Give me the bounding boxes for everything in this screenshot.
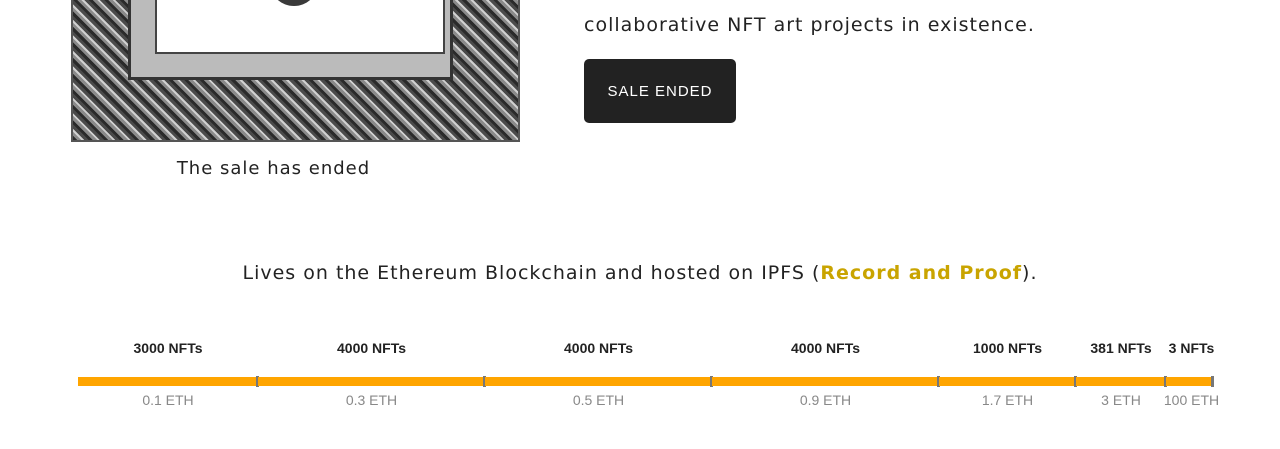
tier-nft-count: 4000 NFTs (564, 340, 633, 356)
tier-price: 0.1 ETH (142, 392, 194, 408)
tier-divider (483, 376, 486, 387)
tier-divider (1074, 376, 1077, 387)
tier-bar-segment (485, 377, 712, 386)
note-prefix: Lives on the Ethereum Blockchain and hos… (242, 262, 821, 284)
artwork-circle (270, 0, 318, 6)
tier-bar-segment (939, 377, 1076, 386)
tier-price: 1.7 ETH (981, 392, 1034, 408)
tier-price: 3 ETH (1101, 392, 1141, 408)
tier-bar-segment (712, 377, 939, 386)
tier-price: 100 ETH (1163, 392, 1220, 408)
tier-nft-count: 1000 NFTs (973, 340, 1042, 356)
tier-divider (256, 376, 259, 387)
tier-divider (710, 376, 713, 387)
description-text: collaborative NFT art projects in existe… (584, 14, 1035, 36)
tier-nft-count: 4000 NFTs (791, 340, 860, 356)
tier-nft-count: 3 NFTs (1168, 340, 1215, 356)
frame-artwork-image (71, 0, 520, 142)
tier-divider (1211, 376, 1214, 387)
tier-divider (1164, 376, 1167, 387)
tier-bar-segment (1076, 377, 1166, 386)
tier-nft-count: 4000 NFTs (337, 340, 406, 356)
tier-nft-count: 381 NFTs (1090, 340, 1152, 356)
tier-bar-segment (78, 377, 258, 386)
record-and-proof-link[interactable]: Record and Proof (820, 262, 1023, 284)
sale-caption: The sale has ended (176, 158, 371, 179)
note-suffix: ). (1022, 262, 1038, 284)
tier-bar-segment (258, 377, 485, 386)
tier-price: 0.9 ETH (799, 392, 852, 408)
tier-divider (937, 376, 940, 387)
sale-ended-button[interactable]: SALE ENDED (584, 59, 736, 123)
tier-bar-segment (1166, 377, 1213, 386)
blockchain-note: Lives on the Ethereum Blockchain and hos… (0, 262, 1280, 284)
tier-price: 0.5 ETH (572, 392, 625, 408)
tier-nft-count: 3000 NFTs (133, 340, 203, 356)
tier-price: 0.3 ETH (345, 392, 398, 408)
